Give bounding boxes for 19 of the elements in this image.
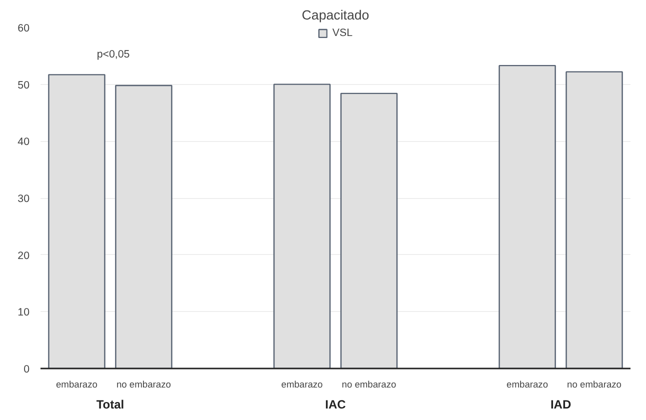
text: IAC — [325, 398, 346, 412]
y-tick-label: 50 — [18, 79, 30, 92]
y-tick-label: 10 — [18, 306, 30, 319]
x-tick-label: no embarazo — [342, 380, 396, 390]
annotation: p<0,05 — [96, 48, 130, 61]
x-tick-label: embarazo — [506, 380, 548, 390]
text: Total — [96, 398, 124, 412]
x-tick-label: embarazo — [56, 380, 98, 390]
text: IAD — [550, 398, 572, 412]
y-tick-label: 60 — [18, 22, 30, 34]
x-tick-label: no embarazo — [567, 380, 622, 390]
y-tick-label: 30 — [18, 193, 30, 205]
y-tick-label: 20 — [18, 250, 30, 262]
legend-label: VSL — [332, 27, 353, 39]
y-tick-label: 0 — [24, 364, 30, 376]
x-tick-label: no embarazo — [116, 380, 171, 390]
x-tick-label: embarazo — [281, 380, 323, 390]
chart-title: Capacitado — [302, 8, 370, 22]
y-tick-label: 40 — [18, 136, 30, 148]
